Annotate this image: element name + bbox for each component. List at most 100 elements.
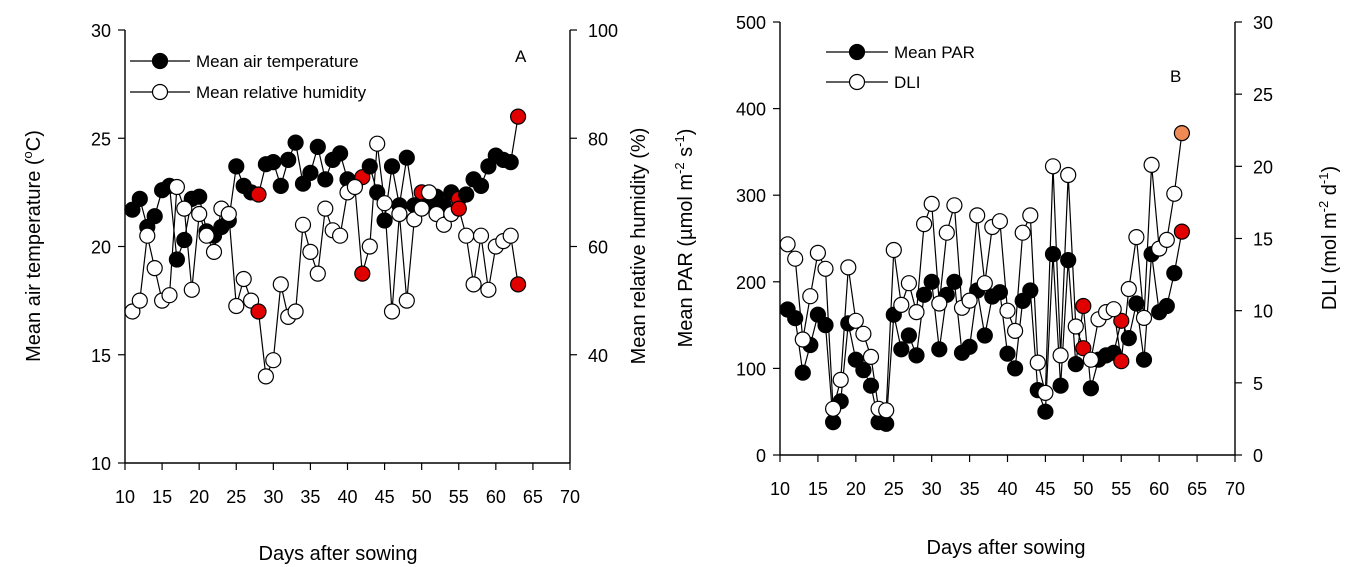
data-point-dli bbox=[1075, 340, 1092, 357]
data-point-dli bbox=[1029, 354, 1046, 371]
data-point-dli bbox=[1067, 318, 1084, 335]
x-tick-label: 65 bbox=[1187, 479, 1207, 499]
data-point-mean-relative-humidity bbox=[369, 135, 386, 152]
data-point-mean-par bbox=[1166, 265, 1183, 282]
data-point-dli bbox=[1128, 229, 1145, 246]
data-point-mean-air-temperature bbox=[280, 151, 297, 168]
y-right-tick-label: 0 bbox=[1253, 446, 1263, 466]
data-point-mean-relative-humidity bbox=[383, 303, 401, 320]
data-point-mean-par bbox=[862, 377, 880, 394]
data-point-dli bbox=[779, 236, 796, 253]
x-tick-label: 15 bbox=[152, 487, 172, 507]
data-point-mean-relative-humidity bbox=[235, 270, 252, 288]
data-point-dli bbox=[1105, 301, 1122, 318]
y-left-tick-label: 20 bbox=[91, 238, 111, 258]
x-tick-label: 65 bbox=[523, 487, 543, 507]
y-right-tick-label: 80 bbox=[588, 129, 608, 149]
legend-label-humidity: Mean relative humidity bbox=[196, 83, 367, 102]
data-point-mean-relative-humidity bbox=[480, 281, 497, 298]
panel-label-a: A bbox=[515, 47, 527, 66]
data-point-mean-par bbox=[1044, 246, 1062, 263]
data-point-dli bbox=[1120, 280, 1137, 298]
data-point-mean-par bbox=[946, 273, 963, 290]
data-point-mean-relative-humidity bbox=[421, 184, 438, 201]
data-point-mean-relative-humidity bbox=[183, 281, 200, 298]
data-point-mean-air-temperature bbox=[272, 177, 289, 194]
data-point-mean-relative-humidity bbox=[450, 200, 467, 217]
data-point-mean-relative-humidity bbox=[168, 178, 185, 196]
data-point-mean-relative-humidity bbox=[361, 238, 378, 255]
data-point-mean-air-temperature bbox=[376, 212, 393, 229]
data-point-mean-air-temperature bbox=[332, 145, 349, 162]
data-point-mean-air-temperature bbox=[228, 158, 245, 175]
x-tick-label: 40 bbox=[997, 479, 1017, 499]
data-point-mean-relative-humidity bbox=[250, 303, 267, 320]
data-point-mean-relative-humidity bbox=[465, 276, 482, 293]
x-tick-label: 70 bbox=[1225, 479, 1245, 499]
data-point-mean-relative-humidity bbox=[509, 276, 527, 293]
data-point-mean-relative-humidity bbox=[176, 200, 193, 217]
panel-a-series-layer bbox=[124, 108, 527, 385]
x-tick-label: 55 bbox=[1111, 479, 1131, 499]
data-point-dli bbox=[931, 295, 948, 312]
data-point-dli bbox=[1082, 351, 1100, 368]
data-point-dli bbox=[1014, 224, 1031, 241]
y-left-tick-label: 25 bbox=[91, 129, 111, 149]
data-point-mean-par bbox=[878, 415, 895, 432]
y-left-tick-label: 500 bbox=[736, 13, 766, 33]
x-tick-label: 30 bbox=[263, 487, 283, 507]
data-point-mean-par bbox=[893, 341, 910, 358]
data-point-mean-par bbox=[976, 327, 993, 344]
data-point-mean-air-temperature bbox=[302, 164, 319, 181]
data-point-mean-par bbox=[931, 341, 948, 358]
y-right-tick-label: 15 bbox=[1253, 230, 1273, 250]
data-point-dli bbox=[1173, 125, 1191, 142]
x-tick-label: 70 bbox=[560, 487, 580, 507]
data-point-dli bbox=[1135, 309, 1153, 326]
data-point-dli bbox=[893, 296, 910, 313]
legend-label-dli: DLI bbox=[894, 73, 920, 92]
y-left-tick-label: 0 bbox=[756, 446, 766, 466]
data-point-mean-relative-humidity bbox=[332, 227, 349, 244]
data-point-mean-air-temperature bbox=[131, 190, 148, 207]
data-point-mean-relative-humidity bbox=[294, 216, 312, 233]
data-point-dli bbox=[1158, 231, 1175, 248]
data-point-dli bbox=[1006, 322, 1024, 339]
x-tick-label: 45 bbox=[1035, 479, 1055, 499]
data-point-mean-par bbox=[1173, 223, 1191, 240]
data-point-dli bbox=[976, 275, 993, 292]
data-point-mean-par bbox=[855, 362, 872, 379]
y-left-tick-label: 100 bbox=[736, 359, 766, 379]
y-axis-title-right-b: DLI (mol m-2 d-1) bbox=[1316, 166, 1341, 310]
data-point-mean-par bbox=[1075, 297, 1092, 315]
data-point-mean-air-temperature bbox=[383, 158, 401, 175]
data-point-mean-relative-humidity bbox=[161, 287, 178, 304]
data-point-mean-par bbox=[1158, 297, 1175, 315]
data-point-dli bbox=[787, 250, 804, 267]
y-right-tick-label: 10 bbox=[1253, 302, 1273, 322]
data-point-mean-relative-humidity bbox=[391, 205, 408, 223]
data-point-mean-air-temperature bbox=[509, 108, 527, 125]
data-point-mean-par bbox=[908, 347, 925, 364]
y-left-tick-label: 30 bbox=[91, 21, 111, 41]
y-right-tick-label: 5 bbox=[1253, 374, 1263, 394]
data-point-mean-par bbox=[999, 345, 1016, 362]
data-point-mean-relative-humidity bbox=[413, 200, 430, 217]
data-point-dli bbox=[999, 302, 1016, 319]
x-tick-label: 25 bbox=[226, 487, 246, 507]
data-point-mean-relative-humidity bbox=[257, 368, 274, 385]
data-point-mean-par bbox=[1052, 377, 1069, 394]
data-point-mean-par bbox=[915, 286, 933, 303]
data-point-mean-relative-humidity bbox=[205, 243, 223, 260]
data-point-mean-air-temperature bbox=[191, 188, 208, 205]
chart-panel-b: 10 15 20 25 30 35 40 45 50 55 60 65 7001002003004005… bbox=[672, 13, 1341, 559]
y-right-tick-label: 20 bbox=[1253, 157, 1273, 177]
legend-marker-humidity bbox=[151, 83, 169, 101]
x-tick-label: 20 bbox=[846, 479, 866, 499]
y-left-tick-label: 400 bbox=[736, 100, 766, 120]
panel-b-legend: Mean PAR DLI bbox=[826, 43, 975, 92]
x-tick-label: 20 bbox=[189, 487, 209, 507]
y-axis-title-left-a: Mean air temperature (oC) bbox=[20, 130, 45, 362]
x-tick-label: 60 bbox=[486, 487, 506, 507]
data-point-mean-air-temperature bbox=[176, 231, 193, 249]
